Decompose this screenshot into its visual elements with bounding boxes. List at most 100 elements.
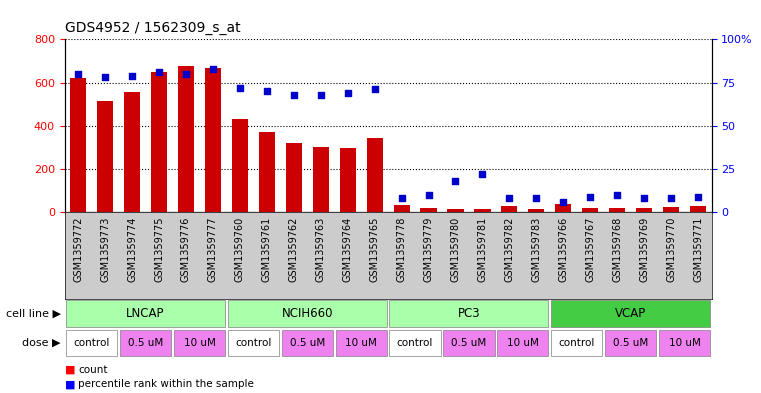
Bar <box>501 206 517 212</box>
Point <box>72 71 84 77</box>
Point <box>665 195 677 202</box>
Text: ■: ■ <box>65 379 75 389</box>
Text: GSM1359774: GSM1359774 <box>127 217 137 282</box>
Text: GSM1359768: GSM1359768 <box>612 217 622 282</box>
Point <box>342 90 354 96</box>
Text: 0.5 uM: 0.5 uM <box>290 338 325 348</box>
Text: GSM1359782: GSM1359782 <box>505 217 514 282</box>
Text: 10 uM: 10 uM <box>507 338 539 348</box>
Point <box>99 74 111 81</box>
Point <box>638 195 650 202</box>
Bar <box>690 206 706 212</box>
Text: GSM1359777: GSM1359777 <box>208 217 218 282</box>
Bar <box>609 208 626 212</box>
Text: 10 uM: 10 uM <box>345 338 377 348</box>
Bar <box>474 209 491 212</box>
Point <box>450 178 462 184</box>
Point <box>503 195 515 202</box>
Bar <box>556 204 572 212</box>
FancyBboxPatch shape <box>336 330 387 356</box>
Text: GSM1359763: GSM1359763 <box>316 217 326 282</box>
Text: GSM1359767: GSM1359767 <box>585 217 595 282</box>
Text: PC3: PC3 <box>457 307 480 320</box>
FancyBboxPatch shape <box>390 300 549 327</box>
Point <box>584 193 597 200</box>
Point <box>368 86 380 93</box>
Point <box>611 192 623 198</box>
Text: 10 uM: 10 uM <box>183 338 215 348</box>
Point <box>422 192 435 198</box>
Point <box>314 92 326 98</box>
FancyBboxPatch shape <box>551 300 710 327</box>
FancyBboxPatch shape <box>282 330 333 356</box>
Bar <box>393 205 409 212</box>
Bar <box>151 72 167 212</box>
Point <box>692 193 704 200</box>
FancyBboxPatch shape <box>390 330 441 356</box>
Text: GSM1359762: GSM1359762 <box>288 217 299 282</box>
Bar <box>367 138 383 212</box>
Text: VCAP: VCAP <box>615 307 646 320</box>
FancyBboxPatch shape <box>497 330 549 356</box>
Text: count: count <box>78 365 108 375</box>
FancyBboxPatch shape <box>174 330 225 356</box>
FancyBboxPatch shape <box>659 330 710 356</box>
Point <box>234 84 246 91</box>
Text: GSM1359760: GSM1359760 <box>235 217 245 282</box>
Text: GSM1359772: GSM1359772 <box>73 217 83 282</box>
Point <box>153 69 165 75</box>
FancyBboxPatch shape <box>66 330 117 356</box>
Text: 0.5 uM: 0.5 uM <box>128 338 163 348</box>
Text: control: control <box>74 338 110 348</box>
Bar <box>528 209 544 212</box>
FancyBboxPatch shape <box>551 330 603 356</box>
Text: dose ▶: dose ▶ <box>22 338 61 348</box>
Bar <box>582 208 598 212</box>
Text: GDS4952 / 1562309_s_at: GDS4952 / 1562309_s_at <box>65 21 240 35</box>
Point <box>396 195 408 202</box>
Bar <box>447 209 463 212</box>
Text: GSM1359780: GSM1359780 <box>451 217 460 282</box>
Bar <box>205 68 221 212</box>
Bar <box>421 208 437 212</box>
Bar <box>285 143 302 212</box>
Text: GSM1359779: GSM1359779 <box>424 217 434 282</box>
Text: LNCAP: LNCAP <box>126 307 165 320</box>
Text: GSM1359781: GSM1359781 <box>477 217 488 282</box>
Text: 0.5 uM: 0.5 uM <box>451 338 486 348</box>
Bar <box>663 207 679 212</box>
FancyBboxPatch shape <box>605 330 656 356</box>
Text: control: control <box>559 338 595 348</box>
Text: 0.5 uM: 0.5 uM <box>613 338 648 348</box>
FancyBboxPatch shape <box>444 330 495 356</box>
Text: GSM1359773: GSM1359773 <box>100 217 110 282</box>
Bar <box>97 101 113 212</box>
Point <box>180 71 192 77</box>
Text: GSM1359771: GSM1359771 <box>693 217 703 282</box>
Text: GSM1359770: GSM1359770 <box>666 217 676 282</box>
Text: GSM1359766: GSM1359766 <box>559 217 568 282</box>
Bar <box>339 149 356 212</box>
Point <box>261 88 273 94</box>
Bar <box>313 147 329 212</box>
Point <box>530 195 543 202</box>
Text: GSM1359775: GSM1359775 <box>154 217 164 282</box>
Text: control: control <box>397 338 433 348</box>
Point <box>476 171 489 177</box>
Point <box>288 92 300 98</box>
FancyBboxPatch shape <box>120 330 171 356</box>
Text: control: control <box>235 338 272 348</box>
Text: GSM1359764: GSM1359764 <box>342 217 352 282</box>
Text: percentile rank within the sample: percentile rank within the sample <box>78 379 254 389</box>
Text: GSM1359778: GSM1359778 <box>396 217 406 282</box>
Bar <box>232 119 248 212</box>
Point <box>557 199 569 205</box>
Text: GSM1359761: GSM1359761 <box>262 217 272 282</box>
Point <box>126 72 139 79</box>
FancyBboxPatch shape <box>228 330 279 356</box>
Text: GSM1359765: GSM1359765 <box>370 217 380 282</box>
Point <box>207 66 219 72</box>
FancyBboxPatch shape <box>228 300 387 327</box>
Text: GSM1359783: GSM1359783 <box>531 217 541 282</box>
Text: GSM1359769: GSM1359769 <box>639 217 649 282</box>
